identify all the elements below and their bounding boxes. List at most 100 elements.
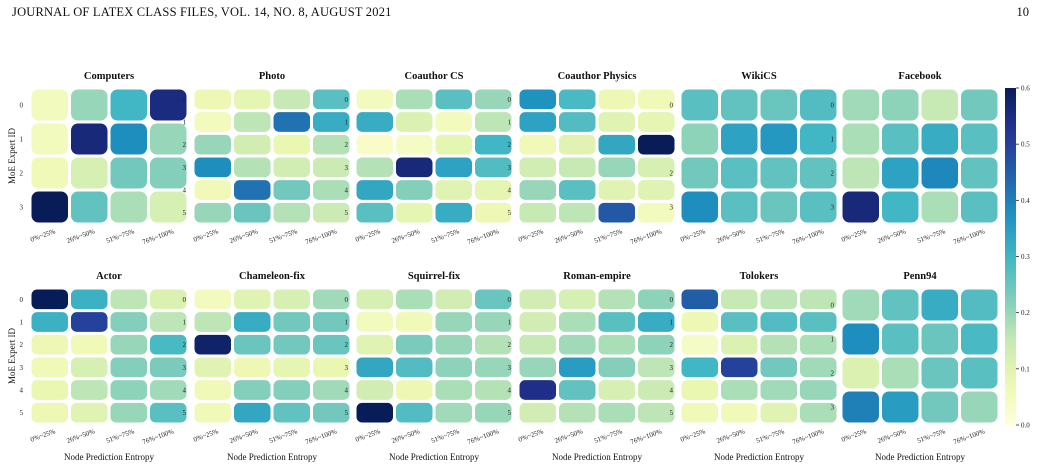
panel-penn94-col-tick: 26%~50% [877, 427, 908, 445]
panel-roman-empire-col-tick: 0%~25% [517, 427, 544, 443]
panel-photo: Photo 0 1 2 3 4 5 0%~25% 26%~50% 51%~75% 76%~100% [183, 71, 350, 246]
panel-squirrel-fix-cell [435, 357, 472, 378]
panel-squirrel-fix-cell [396, 402, 433, 423]
panel-coauthor-physics-col-tick: 76%~100% [629, 227, 663, 246]
panel-tolokers-col-tick: 76%~100% [791, 427, 825, 446]
panel-squirrel-fix-row-tick: 1 [345, 319, 349, 327]
panel-coauthor-physics-cell [559, 202, 596, 223]
panel-penn94-cell [921, 323, 958, 355]
panel-penn94-cell [961, 357, 998, 389]
panel-roman-empire-cell [638, 289, 675, 310]
panel-chameleon-fix-cell [194, 334, 231, 355]
panel-coauthor-cs-cell [475, 202, 512, 223]
panel-roman-empire-row-tick: 0 [508, 296, 512, 304]
panel-roman-empire-cell [598, 402, 635, 423]
panel-roman-empire-cell [519, 380, 556, 400]
panel-coauthor-cs-cell [396, 180, 433, 200]
panel-chameleon-fix-xlabel: Node Prediction Entropy [227, 452, 317, 462]
panel-computers: Computers 0 1 2 3 0%~25% 26%~50% 51%~75% 76%~100… [20, 71, 187, 246]
panel-coauthor-cs-cell [435, 89, 472, 110]
panel-chameleon-fix-title: Chameleon-fix [239, 271, 306, 282]
panel-roman-empire-col-tick: 76%~100% [629, 427, 663, 446]
panel-coauthor-cs-cell [396, 89, 433, 110]
panel-wikics-cell [681, 191, 718, 223]
panel-photo-cell [313, 157, 350, 178]
panel-actor-cell [71, 289, 108, 310]
panel-photo-cell [313, 134, 350, 155]
panel-facebook-cell [842, 89, 879, 121]
panel-tolokers-cell [800, 357, 837, 378]
panel-roman-empire-cell [519, 289, 556, 310]
panel-chameleon-fix-col-tick: 0%~25% [192, 427, 219, 443]
panel-facebook-cell [961, 89, 998, 121]
panel-coauthor-physics-title: Coauthor Physics [558, 71, 637, 82]
panel-chameleon-fix-row-tick: 4 [183, 387, 187, 395]
panel-photo-cell [313, 89, 350, 110]
panel-chameleon-fix-cell [234, 312, 271, 332]
panel-wikics-row-tick: 2 [670, 170, 674, 178]
panel-actor-col-tick: 26%~50% [66, 427, 97, 445]
panel-squirrel-fix: Squirrel-fix 0 1 2 3 4 5 0%~25% 26%~50% 51%~75% 76… [345, 271, 512, 462]
panel-coauthor-physics: Coauthor Physics 0 1 2 3 4 5 0%~25% 26%~50% 51%~7… [508, 71, 675, 246]
panel-wikics-cell [800, 191, 837, 223]
panel-actor-title: Actor [96, 271, 122, 282]
panel-squirrel-fix-cell [396, 334, 433, 355]
panel-squirrel-fix-row-tick: 4 [345, 387, 349, 395]
panel-actor-col-tick: 0%~25% [29, 427, 56, 443]
panel-wikics-cell [760, 123, 797, 155]
panel-facebook-cell [921, 191, 958, 223]
panel-squirrel-fix-cell [356, 380, 393, 400]
panel-roman-empire-cell [638, 380, 675, 400]
panel-squirrel-fix-cell [475, 334, 512, 355]
panel-photo-title: Photo [259, 71, 285, 82]
panel-squirrel-fix-cell [475, 312, 512, 332]
panel-computers-row-tick: 0 [20, 102, 24, 110]
panel-actor-cell [31, 334, 68, 355]
panel-computers-cell [150, 157, 187, 189]
panel-penn94-cell [921, 289, 958, 321]
panel-squirrel-fix-col-tick: 76%~100% [466, 427, 500, 446]
panel-penn94-col-tick: 76%~100% [952, 427, 986, 446]
panel-coauthor-physics-cell [598, 134, 635, 155]
panel-coauthor-cs-cell [475, 112, 512, 132]
panel-coauthor-cs-cell [356, 112, 393, 132]
panel-roman-empire-cell [519, 357, 556, 378]
panel-coauthor-physics-col-tick: 0%~25% [517, 227, 544, 243]
panel-penn94-col-tick: 0%~25% [840, 427, 867, 443]
panel-photo-cell [273, 89, 310, 110]
panel-roman-empire-row-tick: 2 [508, 341, 512, 349]
panel-photo-row-tick: 2 [183, 141, 187, 149]
panel-photo-col-tick: 0%~25% [192, 227, 219, 243]
panel-computers-row-tick: 2 [20, 170, 24, 178]
panel-actor-row-tick: 4 [20, 387, 24, 395]
panel-penn94-cell [882, 289, 919, 321]
panel-facebook-cell [921, 123, 958, 155]
panel-chameleon-fix-cell [313, 402, 350, 423]
panel-penn94-xlabel: Node Prediction Entropy [875, 452, 965, 462]
panel-tolokers-row-tick: 2 [670, 341, 674, 349]
panel-penn94-cell [882, 391, 919, 423]
panel-coauthor-cs-cell [475, 180, 512, 200]
panel-coauthor-cs-cell [435, 180, 472, 200]
panel-squirrel-fix-row-tick: 3 [345, 364, 349, 372]
panel-tolokers-cell [721, 402, 758, 423]
panel-computers-cell [110, 191, 147, 223]
panel-roman-empire-cell [519, 334, 556, 355]
panel-squirrel-fix-cell [475, 289, 512, 310]
panel-chameleon-fix-cell [313, 312, 350, 332]
panel-photo-cell [273, 134, 310, 155]
panel-coauthor-cs-cell [356, 134, 393, 155]
panel-actor-cell [150, 334, 187, 355]
panel-chameleon-fix-cell [194, 289, 231, 310]
panel-computers-cell [110, 89, 147, 121]
panel-roman-empire-row-tick: 5 [508, 409, 512, 417]
panel-coauthor-physics-row-tick: 5 [508, 209, 512, 217]
panel-roman-empire-cell [598, 357, 635, 378]
panel-tolokers: Tolokers 0 1 2 3 4 5 0%~25% 26%~50% 51%~75% 76%~10… [670, 271, 837, 462]
colorbar-tick-label: 0.1 [1021, 365, 1030, 373]
panel-wikics-cell [800, 89, 837, 121]
panel-penn94-row-tick: 3 [831, 404, 835, 412]
panel-penn94-row-tick: 1 [831, 336, 835, 344]
panel-coauthor-physics-col-tick: 26%~50% [554, 227, 585, 245]
